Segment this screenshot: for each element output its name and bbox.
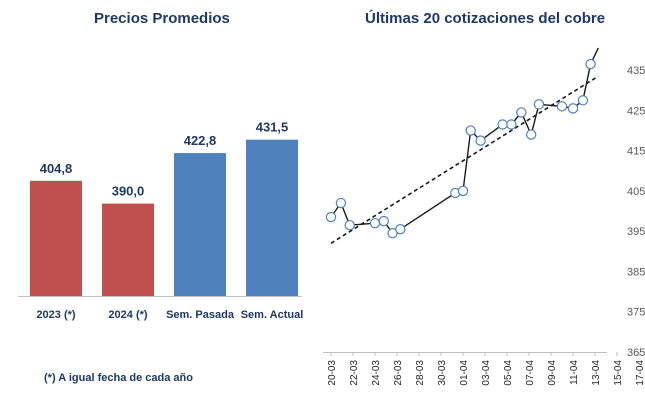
- x-tick-label-5: 30-03: [437, 360, 448, 386]
- x-tick-label-7: 03-04: [481, 360, 492, 386]
- x-tick-label-9: 07-04: [525, 360, 536, 386]
- bar-0: [30, 180, 82, 296]
- x-tick-label-0: 20-03: [327, 360, 338, 386]
- bar-value-label-2: 422,8: [184, 133, 217, 148]
- bar-category-label-1: 2024 (*): [108, 309, 147, 321]
- price-point-0: [325, 211, 337, 223]
- y-tick-label-7: 435: [627, 65, 645, 77]
- x-tick-label-2: 24-03: [371, 360, 382, 386]
- price-point-11: [497, 119, 508, 130]
- price-point-3: [369, 217, 381, 229]
- bar-category-label-0: 2023 (*): [36, 309, 75, 321]
- price-point-19: [585, 58, 596, 70]
- bar-value-label-1: 390,0: [112, 184, 145, 199]
- x-tick-label-12: 13-04: [591, 360, 602, 386]
- x-tick-label-11: 11-04: [569, 360, 580, 385]
- price-point-1: [335, 197, 347, 209]
- bar-chart: 404,8 2023 (*) 390,0 2024 (*) 422,8 Sem. Pasa…: [18, 120, 304, 321]
- price-point-12: [506, 119, 517, 130]
- y-tick-label-3: 395: [627, 226, 645, 238]
- price-point-14: [525, 129, 537, 140]
- price-point-9: [465, 125, 476, 136]
- bar-value-label-3: 431,5: [256, 120, 289, 135]
- y-tick-label-1: 375: [627, 307, 645, 319]
- trend-line: [330, 75, 599, 244]
- line-chart: 365 375 385 395 405 415 425 435 20-03 22-03 24-03 2…: [323, 47, 645, 386]
- bar-3: [246, 139, 298, 296]
- y-tick-label-2: 385: [627, 266, 645, 278]
- bar-category-label-3: Sem. Actual: [241, 309, 304, 321]
- x-tick-label-10: 09-04: [547, 360, 558, 386]
- price-line: [330, 47, 599, 235]
- price-point-18: [577, 95, 589, 106]
- y-tick-label-0: 365: [627, 347, 645, 359]
- bar-chart-title: Precios Promedios: [94, 10, 230, 27]
- y-tick-label-6: 425: [627, 105, 645, 117]
- footnote: (*) A igual fecha de cada año: [44, 372, 193, 384]
- line-chart-title: Últimas 20 cotizaciones del cobre: [365, 10, 606, 27]
- price-point-2: [344, 219, 355, 231]
- price-point-10: [475, 135, 486, 146]
- price-point-17: [567, 103, 579, 114]
- price-point-15: [533, 99, 545, 110]
- x-tick-label-3: 26-03: [393, 360, 404, 386]
- x-tick-label-4: 28-03: [415, 360, 426, 386]
- y-tick-label-5: 415: [627, 146, 645, 158]
- x-tick-label-6: 01-04: [459, 360, 470, 386]
- x-tick-label-8: 05-04: [503, 360, 514, 386]
- bar-1: [102, 203, 154, 296]
- bar-category-label-2: Sem. Pasada: [166, 309, 235, 321]
- price-point-6: [395, 223, 406, 235]
- y-tick-label-4: 405: [627, 186, 645, 198]
- price-point-16: [556, 101, 568, 112]
- bar-2: [174, 153, 226, 296]
- x-tick-label-1: 22-03: [349, 360, 360, 386]
- price-point-8: [457, 185, 469, 197]
- price-point-13: [516, 107, 527, 118]
- x-tick-label-14: 17-04: [635, 360, 645, 386]
- bar-value-label-0: 404,8: [40, 161, 73, 176]
- price-point-4: [378, 215, 390, 227]
- x-tick-label-13: 15-04: [613, 360, 624, 386]
